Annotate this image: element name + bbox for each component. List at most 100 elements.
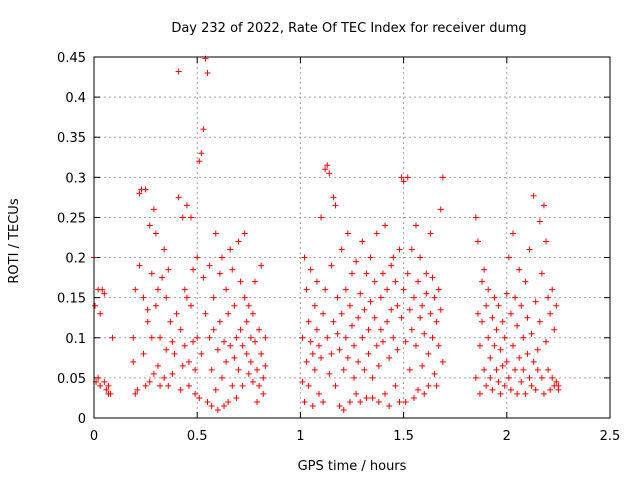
data-point-0-185 [346, 302, 353, 309]
data-point-0-19 [134, 386, 141, 393]
grid-lines [94, 57, 610, 418]
x-tick-label-5: 2.5 [600, 429, 621, 444]
data-point-0-226 [388, 306, 395, 313]
data-point-0-98 [221, 402, 228, 409]
data-point-0-307 [503, 290, 510, 297]
data-point-0-134 [258, 262, 265, 269]
data-point-0-140 [299, 334, 306, 341]
data-point-0-83 [206, 334, 213, 341]
data-point-0-53 [175, 68, 182, 75]
data-point-0-236 [398, 314, 405, 321]
data-point-0-14 [109, 334, 116, 341]
data-point-0-135 [260, 374, 267, 381]
data-point-0-15 [130, 334, 137, 341]
data-point-0-20 [136, 190, 143, 197]
data-point-0-274 [437, 306, 444, 313]
data-point-0-327 [524, 314, 531, 321]
data-point-0-346 [543, 238, 550, 245]
data-point-0-225 [388, 262, 395, 269]
data-point-0-334 [530, 358, 537, 365]
data-point-0-273 [437, 206, 444, 213]
data-point-0-350 [547, 310, 554, 317]
data-point-0-48 [167, 318, 174, 325]
data-point-0-171 [332, 202, 339, 209]
data-point-0-28 [144, 318, 151, 325]
data-point-0-45 [163, 346, 170, 353]
data-point-0-110 [233, 394, 240, 401]
data-point-0-3 [95, 374, 102, 381]
data-point-0-65 [188, 302, 195, 309]
data-point-0-312 [507, 386, 514, 393]
data-point-0-290 [485, 286, 492, 293]
data-points [91, 55, 562, 413]
data-point-0-328 [524, 350, 531, 357]
data-point-0-129 [254, 366, 261, 373]
data-point-0-227 [390, 334, 397, 341]
data-point-0-9 [101, 290, 108, 297]
data-point-0-242 [404, 270, 411, 277]
data-point-0-172 [332, 382, 339, 389]
data-point-0-341 [538, 374, 545, 381]
data-point-0-321 [518, 378, 525, 385]
data-point-0-255 [419, 362, 426, 369]
y-tick-label-6: 0.3 [65, 171, 86, 186]
data-point-0-148 [307, 266, 314, 273]
y-tick-label-8: 0.4 [65, 91, 86, 106]
data-point-0-336 [532, 386, 539, 393]
data-point-0-248 [410, 294, 417, 301]
data-point-0-139 [299, 378, 306, 385]
x-tick-label-3: 1.5 [393, 429, 414, 444]
x-tick-label-2: 1 [296, 429, 304, 444]
data-point-0-258 [421, 330, 428, 337]
data-point-0-168 [328, 262, 335, 269]
data-point-0-333 [530, 192, 537, 199]
data-point-0-74 [196, 394, 203, 401]
data-point-0-38 [154, 286, 161, 293]
data-point-0-30 [146, 378, 153, 385]
data-point-0-219 [382, 390, 389, 397]
data-point-0-260 [423, 290, 430, 297]
data-point-0-167 [328, 350, 335, 357]
data-point-0-202 [363, 270, 370, 277]
data-point-0-355 [553, 378, 560, 385]
data-point-0-218 [379, 338, 386, 345]
data-point-0-313 [509, 230, 516, 237]
data-point-0-162 [322, 286, 329, 293]
data-point-0-298 [493, 326, 500, 333]
data-point-0-349 [547, 386, 554, 393]
data-point-0-330 [526, 246, 533, 253]
data-point-0-61 [183, 202, 190, 209]
data-point-0-191 [353, 258, 360, 265]
data-point-0-281 [476, 342, 483, 349]
data-point-0-66 [188, 214, 195, 221]
x-tick-label-1: 0.5 [187, 429, 208, 444]
data-point-0-115 [239, 342, 246, 349]
x-tick-label-0: 0 [90, 429, 98, 444]
data-point-0-342 [538, 270, 545, 277]
data-point-0-207 [369, 374, 376, 381]
data-point-0-42 [161, 374, 168, 381]
data-point-0-289 [485, 334, 492, 341]
data-point-0-253 [417, 314, 424, 321]
data-point-0-102 [225, 398, 232, 405]
data-point-0-101 [225, 310, 232, 317]
data-point-0-201 [363, 394, 370, 401]
data-point-0-208 [369, 394, 376, 401]
data-point-0-163 [324, 334, 331, 341]
data-point-0-263 [427, 310, 434, 317]
data-point-0-149 [309, 402, 316, 409]
data-point-0-36 [152, 230, 159, 237]
data-point-0-306 [501, 382, 508, 389]
data-point-0-223 [386, 354, 393, 361]
data-point-0-68 [190, 266, 197, 273]
data-point-0-99 [223, 286, 230, 293]
y-axis-label: ROTI / TECUs [7, 198, 22, 283]
data-point-0-76 [198, 350, 205, 357]
data-point-0-278 [472, 374, 479, 381]
data-point-0-62 [183, 294, 190, 301]
data-point-0-283 [479, 278, 486, 285]
data-point-0-212 [373, 230, 380, 237]
data-point-0-267 [431, 370, 438, 377]
data-point-0-269 [433, 318, 440, 325]
data-point-0-214 [375, 398, 382, 405]
